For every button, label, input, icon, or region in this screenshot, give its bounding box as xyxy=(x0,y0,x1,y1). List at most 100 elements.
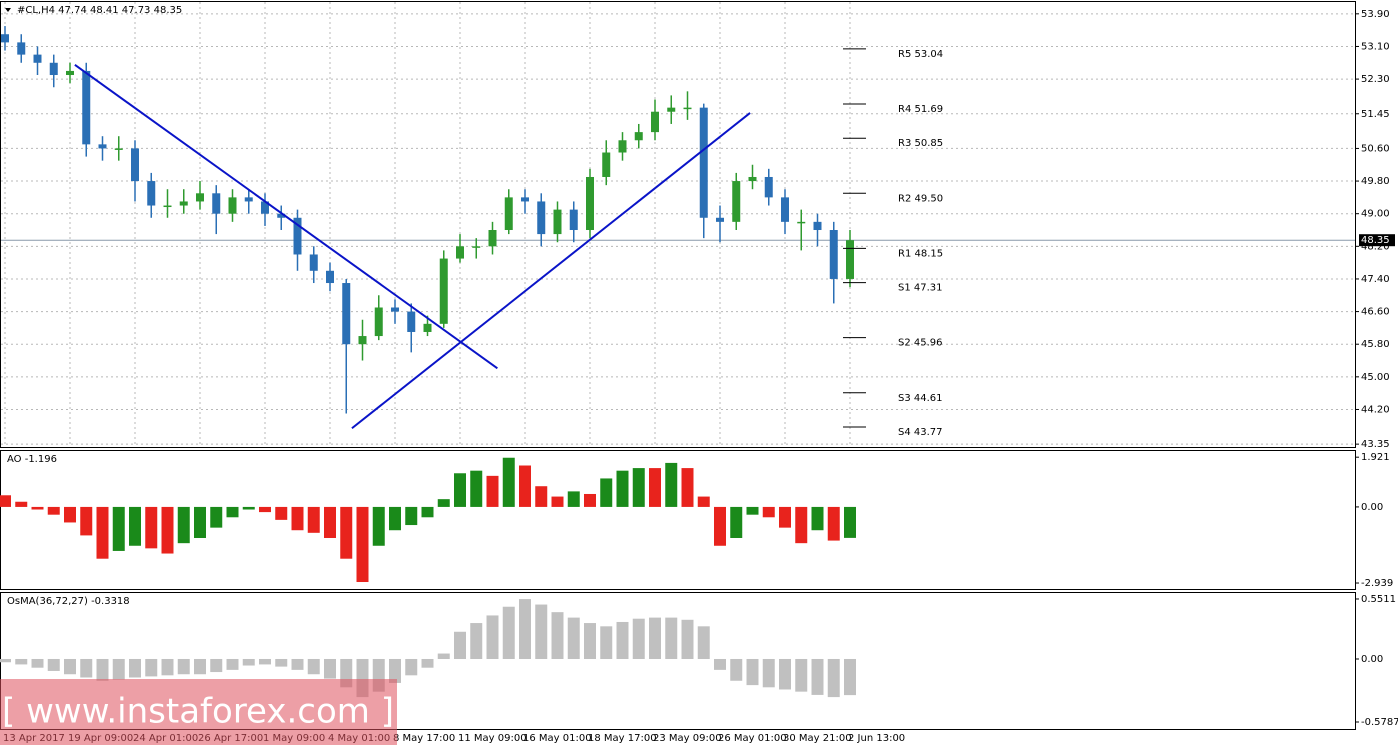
histogram-bar xyxy=(567,491,580,507)
histogram-bar xyxy=(421,506,434,518)
histogram-bar xyxy=(551,496,564,507)
histogram-bar xyxy=(340,506,353,559)
histogram-bar xyxy=(324,658,336,679)
histogram-bar xyxy=(730,658,743,681)
histogram-bar xyxy=(421,658,434,668)
candle-body xyxy=(781,197,789,222)
candle-body xyxy=(244,197,253,202)
candle-body xyxy=(309,254,318,271)
histogram-bar xyxy=(15,658,28,665)
histogram-bar xyxy=(275,506,288,520)
candle-body xyxy=(374,307,383,337)
histogram-bar xyxy=(275,658,288,667)
candle-body xyxy=(797,221,806,224)
histogram-bar xyxy=(600,478,613,507)
histogram-bar xyxy=(405,658,418,676)
y-tick-label: 43.35 xyxy=(1361,439,1390,450)
histogram-bar xyxy=(762,658,775,688)
last-price-box xyxy=(1359,234,1395,247)
histogram-bar xyxy=(64,506,76,523)
histogram-bar xyxy=(827,658,840,698)
x-tick-label: 16 May 01:00 xyxy=(523,733,592,744)
histogram-bar xyxy=(762,506,775,518)
histogram-bar xyxy=(502,457,515,507)
x-tick-label: 8 May 17:00 xyxy=(393,733,455,744)
candle-body xyxy=(131,148,139,182)
histogram-bar xyxy=(584,493,596,507)
ao-title: AO -1.196 xyxy=(7,454,57,465)
histogram-bar xyxy=(0,495,11,507)
pivot-label: S1 47.31 xyxy=(898,283,943,294)
histogram-bar xyxy=(779,506,791,528)
histogram-bar xyxy=(0,658,11,663)
histogram-bar xyxy=(291,506,304,531)
y-tick-label: 46.60 xyxy=(1361,307,1390,318)
candle-body xyxy=(66,70,74,76)
x-tick-label: 30 May 21:00 xyxy=(783,733,852,744)
histogram-bar xyxy=(291,658,304,670)
candle-body xyxy=(602,152,611,177)
candle-body xyxy=(829,230,838,279)
candle-body xyxy=(342,283,351,345)
y-tick-label: 52.30 xyxy=(1361,74,1390,85)
histogram-bar xyxy=(519,465,531,507)
histogram-bar xyxy=(844,658,856,696)
candle-body xyxy=(212,193,221,214)
candle-body xyxy=(618,140,627,153)
candle-body xyxy=(504,197,513,231)
x-tick-label: 18 May 17:00 xyxy=(588,733,657,744)
menu-arrow[interactable] xyxy=(5,8,11,12)
x-tick-label: 26 May 01:00 xyxy=(718,733,787,744)
histogram-bar xyxy=(535,604,548,659)
histogram-bar xyxy=(31,506,44,510)
candle-body xyxy=(732,181,741,222)
histogram-bar xyxy=(307,506,320,533)
candle-body xyxy=(326,270,334,284)
candle-body xyxy=(569,209,578,231)
histogram-bar xyxy=(96,658,109,681)
y-tick-label: 45.00 xyxy=(1361,372,1390,383)
pivot-label: S4 43.77 xyxy=(898,427,943,438)
candle-body xyxy=(439,258,448,324)
histogram-bar xyxy=(844,506,856,538)
y-tick-label: -2.939 xyxy=(1361,578,1393,589)
y-tick-label: -0.5787 xyxy=(1361,717,1398,728)
histogram-bar xyxy=(649,617,661,659)
histogram-bar xyxy=(145,506,158,549)
pivot-label: R5 53.04 xyxy=(898,49,943,60)
candle-body xyxy=(634,132,643,141)
histogram-bar xyxy=(811,506,824,531)
candle-body xyxy=(98,144,107,149)
pivot-label: S2 45.96 xyxy=(898,338,943,349)
histogram-bar xyxy=(47,506,60,515)
histogram-bar xyxy=(779,658,791,690)
histogram-bar xyxy=(714,658,726,670)
histogram-bar xyxy=(632,468,645,507)
histogram-bar xyxy=(242,658,255,666)
histogram-bar xyxy=(112,658,125,680)
pivot-label: R3 50.85 xyxy=(898,138,943,149)
candle-body xyxy=(667,107,676,112)
pivot-label: R2 49.50 xyxy=(898,193,943,204)
histogram-bar xyxy=(616,470,629,507)
candle-body xyxy=(228,197,237,214)
candle-body xyxy=(423,323,432,332)
y-tick-label: 45.80 xyxy=(1361,339,1390,350)
candle-body xyxy=(537,201,546,235)
candle-body xyxy=(716,217,724,222)
histogram-bar xyxy=(259,506,271,513)
histogram-bar xyxy=(600,626,613,659)
histogram-bar xyxy=(616,621,629,659)
y-tick-label: 47.40 xyxy=(1361,274,1390,285)
histogram-bar xyxy=(177,506,190,544)
histogram-bar xyxy=(454,631,466,659)
candle-body xyxy=(456,246,464,259)
y-tick-label: 51.45 xyxy=(1361,109,1390,120)
trendline xyxy=(74,64,498,370)
candle-body xyxy=(114,148,123,150)
candle-body xyxy=(553,209,562,235)
histogram-bar xyxy=(795,658,808,692)
histogram-bar xyxy=(697,626,710,659)
histogram-bar xyxy=(177,658,190,675)
x-tick-label: 11 May 09:00 xyxy=(458,733,527,744)
